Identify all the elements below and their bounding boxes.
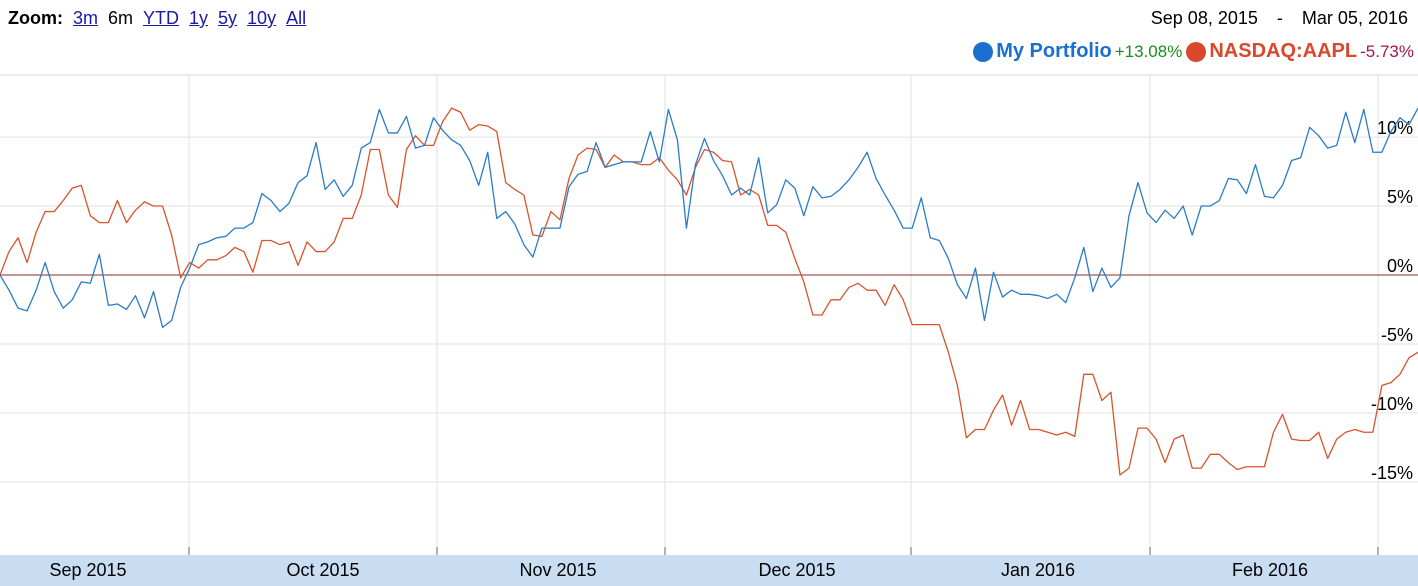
- series-line: [0, 107, 1418, 476]
- range-separator: -: [1276, 8, 1283, 28]
- zoom-option[interactable]: 10y: [247, 8, 277, 28]
- x-tick-label: Nov 2015: [519, 560, 596, 580]
- zoom-option: 6m: [108, 8, 134, 28]
- y-tick-label: 0%: [1387, 256, 1413, 276]
- legend-dot: [1186, 41, 1207, 62]
- x-tick-label: Dec 2015: [758, 560, 835, 580]
- y-tick-label: -5%: [1381, 325, 1413, 345]
- zoom-bar: Zoom: 3m 6m YTD 1y 5y 10y All: [8, 8, 316, 29]
- legend-item[interactable]: My Portfolio +13.08%: [973, 40, 1182, 63]
- range-start: Sep 08, 2015: [1150, 8, 1258, 28]
- legend-name: NASDAQ:AAPL: [1209, 40, 1358, 62]
- range-end: Mar 05, 2016: [1301, 8, 1408, 28]
- date-range: Sep 08, 2015 - Mar 05, 2016: [1145, 8, 1408, 29]
- legend-name: My Portfolio: [996, 40, 1112, 62]
- x-tick-label: Feb 2016: [1232, 560, 1308, 580]
- zoom-option[interactable]: YTD: [143, 8, 180, 28]
- x-tick-label: Jan 2016: [1001, 560, 1075, 580]
- legend-dot: [973, 41, 994, 62]
- legend: My Portfolio +13.08% NASDAQ:AAPL -5.73%: [969, 40, 1414, 63]
- y-tick-label: 10%: [1377, 118, 1413, 138]
- y-tick-label: -15%: [1371, 463, 1413, 483]
- y-tick-label: -10%: [1371, 394, 1413, 414]
- legend-item[interactable]: NASDAQ:AAPL -5.73%: [1186, 40, 1414, 63]
- legend-change: +13.08%: [1114, 41, 1183, 61]
- zoom-label: Zoom:: [8, 8, 63, 28]
- series-line: [0, 107, 1418, 329]
- legend-change: -5.73%: [1360, 41, 1414, 61]
- y-tick-label: 5%: [1387, 187, 1413, 207]
- x-tick-label: Sep 2015: [49, 560, 126, 580]
- x-tick-label: Oct 2015: [286, 560, 359, 580]
- zoom-option[interactable]: 3m: [72, 8, 98, 28]
- zoom-option[interactable]: 1y: [189, 8, 209, 28]
- x-axis-band: [0, 555, 1418, 586]
- zoom-option[interactable]: 5y: [218, 8, 238, 28]
- zoom-option[interactable]: All: [286, 8, 307, 28]
